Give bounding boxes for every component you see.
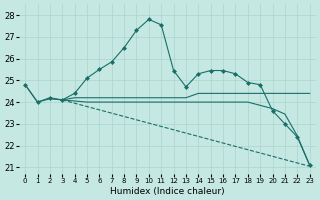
X-axis label: Humidex (Indice chaleur): Humidex (Indice chaleur) bbox=[110, 187, 225, 196]
